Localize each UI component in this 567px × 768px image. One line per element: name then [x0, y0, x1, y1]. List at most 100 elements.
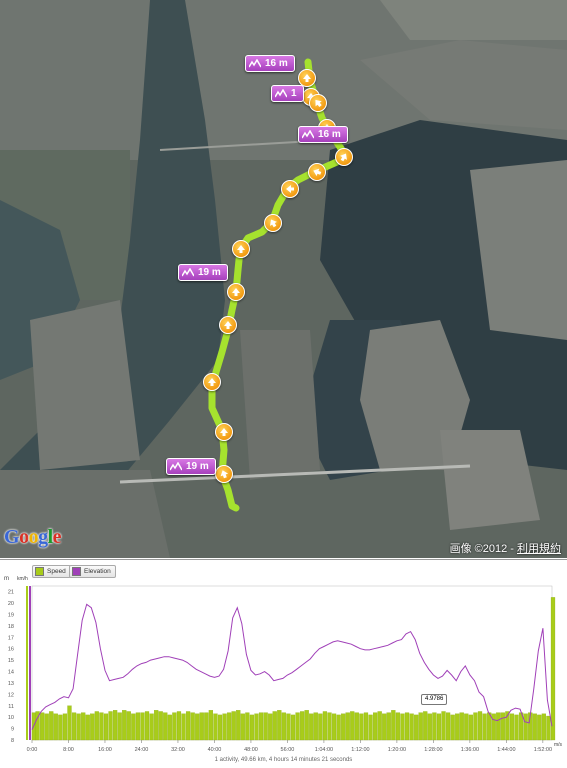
- speed-bar: [500, 712, 505, 741]
- speed-bar: [473, 712, 478, 741]
- waypoint-arrow-icon[interactable]: [215, 465, 233, 483]
- waypoint-arrow-icon[interactable]: [335, 148, 353, 166]
- y-tick-label: 9: [11, 727, 14, 733]
- speed-bar: [167, 714, 172, 741]
- waypoint-arrow-icon[interactable]: [308, 163, 326, 181]
- speed-bar: [300, 711, 305, 741]
- speed-bar: [81, 712, 86, 741]
- speed-bar: [359, 713, 364, 741]
- waypoint-arrow-icon[interactable]: [298, 69, 316, 87]
- speed-bar: [240, 713, 245, 741]
- elevation-marker[interactable]: 16 m: [298, 126, 348, 143]
- speed-bar: [49, 711, 54, 741]
- speed-bar: [126, 711, 131, 741]
- speed-bar: [190, 712, 195, 741]
- waypoint-arrow-icon[interactable]: [203, 373, 221, 391]
- x-tick-label: 8:00: [63, 747, 74, 753]
- speed-bar: [281, 712, 286, 741]
- speed-bar: [382, 713, 387, 741]
- y-tick-label: 17: [8, 635, 14, 641]
- speed-bar: [313, 712, 318, 741]
- y-tick-label: 15: [8, 658, 14, 664]
- speed-bar: [295, 712, 300, 741]
- speed-bar: [149, 713, 154, 741]
- speed-bar: [418, 712, 423, 741]
- mountain-icon: [275, 89, 287, 98]
- waypoint-arrow-icon[interactable]: [281, 180, 299, 198]
- speed-swatch: [35, 567, 44, 576]
- waypoint-arrow-icon[interactable]: [264, 214, 282, 232]
- speed-bar: [509, 713, 515, 741]
- y-tick-label: 11: [8, 704, 14, 710]
- google-logo-letter: G: [4, 526, 20, 548]
- x-tick-label: 1:44:00: [497, 747, 515, 753]
- speed-bar: [263, 712, 268, 741]
- speed-bar: [222, 713, 227, 741]
- speed-bar: [85, 714, 90, 741]
- speed-bar: [90, 713, 95, 741]
- speed-bar: [432, 712, 437, 741]
- speed-bar: [35, 711, 40, 741]
- speed-bar: [414, 714, 419, 741]
- y-tick-label: 13: [8, 681, 14, 687]
- speed-bar: [76, 713, 81, 741]
- speed-bar: [395, 712, 401, 741]
- speed-bar: [304, 710, 309, 741]
- y-tick-label: 20: [8, 601, 14, 607]
- chart-plot: m km/h m/s 8 9 10 11 12 13 14 15 16 17 18 19 20 21 0:00 8:…: [4, 576, 563, 753]
- speed-bar: [217, 714, 223, 741]
- speed-bar: [532, 713, 537, 741]
- elevation-marker[interactable]: 19 m: [166, 458, 216, 475]
- speed-bar: [172, 712, 177, 741]
- x-tick-label: 56:00: [281, 747, 295, 753]
- waypoint-arrow-icon[interactable]: [219, 316, 237, 334]
- speed-bar: [354, 712, 359, 741]
- activity-chart[interactable]: Speed Elevation m km/h m/s 8 9 10 11 12 13 14 15 16…: [0, 559, 567, 768]
- speed-bar: [103, 713, 109, 741]
- speed-bar: [195, 713, 200, 741]
- speed-bar: [331, 713, 337, 741]
- x-tick-label: 48:00: [244, 747, 258, 753]
- speed-bar: [350, 711, 355, 741]
- legend-elevation[interactable]: Elevation: [69, 565, 116, 578]
- waypoint-arrow-icon[interactable]: [215, 423, 233, 441]
- speed-bar: [327, 712, 332, 741]
- waypoint-arrow-icon[interactable]: [227, 283, 245, 301]
- google-logo-letter: g: [38, 526, 48, 548]
- speed-axis-bar: [26, 586, 28, 740]
- mountain-icon: [249, 59, 261, 68]
- speed-bar: [131, 713, 136, 741]
- speed-bar: [71, 712, 77, 741]
- google-logo-letter: l: [47, 526, 54, 548]
- speed-bar: [249, 714, 255, 741]
- satellite-map[interactable]: 16 m 1 16 m 19 m 19 m Google 画像 ©2012 - …: [0, 0, 567, 558]
- speed-bar: [62, 713, 68, 741]
- y-tick-label: 16: [8, 647, 14, 653]
- speed-bar: [482, 713, 487, 741]
- elevation-line: [31, 603, 553, 730]
- bottom-axis-unit: m/s: [554, 742, 563, 748]
- speed-bar: [400, 713, 405, 741]
- y-tick-label: 12: [8, 692, 14, 698]
- speed-bar: [258, 712, 264, 741]
- speed-bar: [450, 714, 455, 741]
- elevation-marker[interactable]: 19 m: [178, 264, 228, 281]
- elevation-marker[interactable]: 16 m: [245, 55, 295, 72]
- speed-bar: [140, 712, 145, 741]
- speed-bar: [537, 714, 542, 741]
- speed-bar: [58, 714, 63, 741]
- speed-bar: [67, 705, 72, 741]
- waypoint-arrow-icon[interactable]: [309, 94, 327, 112]
- elevation-marker[interactable]: 1: [271, 85, 304, 102]
- speed-bar: [268, 713, 273, 741]
- waypoint-arrow-icon[interactable]: [232, 240, 250, 258]
- elevation-swatch: [72, 567, 81, 576]
- terms-of-use-link[interactable]: 利用規約: [517, 543, 561, 555]
- x-tick-label: 32:00: [171, 747, 185, 753]
- speed-bar: [199, 712, 204, 741]
- x-tick-label: 1:12:00: [351, 747, 369, 753]
- google-logo[interactable]: Google: [4, 526, 62, 549]
- speed-bar: [363, 712, 369, 741]
- x-tick-label: 1:04:00: [315, 747, 333, 753]
- speed-bar: [423, 711, 428, 741]
